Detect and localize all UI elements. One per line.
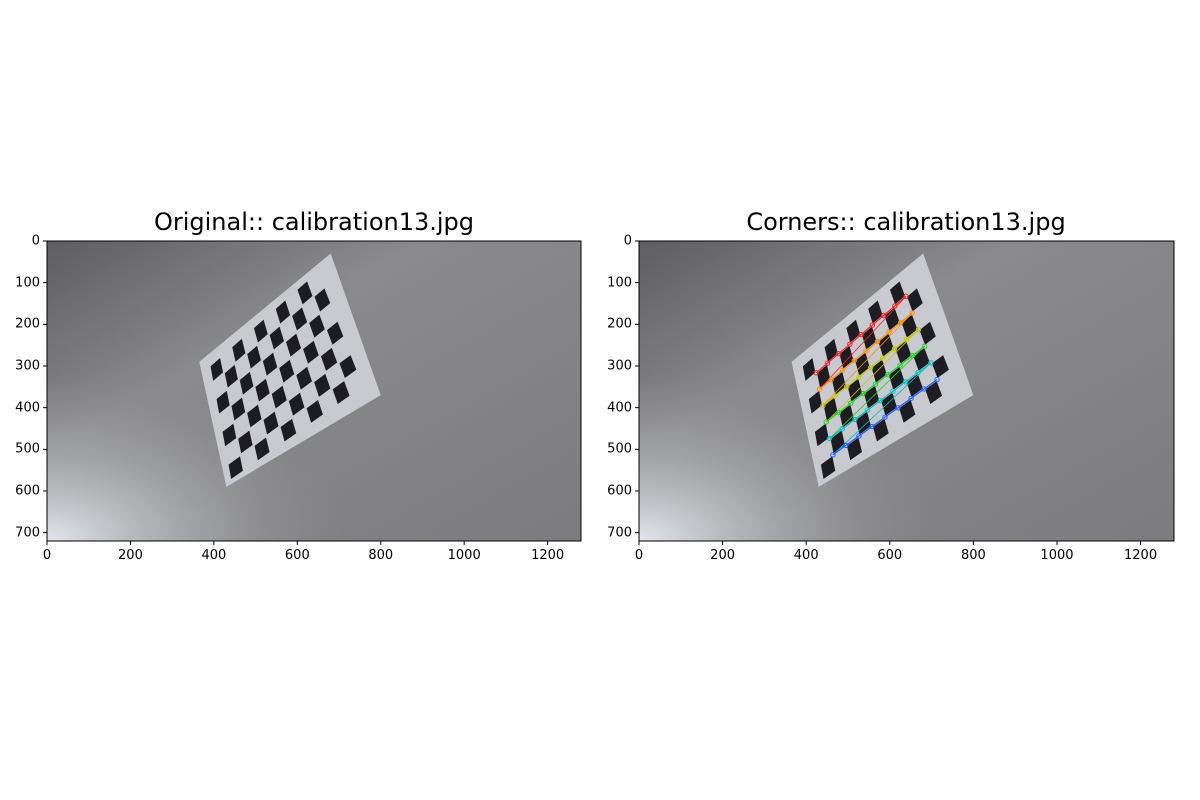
y-tick-label: 100 [607,275,632,290]
y-tick-label: 500 [607,442,632,457]
y-tick-label: 0 [624,234,632,249]
x-tick-label: 1000 [1040,548,1073,563]
x-tick-label: 1000 [448,548,481,563]
x-tick-label: 800 [961,548,986,563]
y-tick-label: 200 [15,317,40,332]
x-tick-label: 0 [43,548,51,563]
y-tick-label: 600 [607,484,632,499]
y-tick-label: 600 [15,484,40,499]
x-tick-label: 1200 [531,548,564,563]
x-tick-label: 600 [285,548,310,563]
x-tick-label: 800 [368,548,393,563]
y-tick-label: 0 [32,234,40,249]
photo-image [639,241,1174,541]
x-tick-label: 200 [118,548,143,563]
y-tick-label: 700 [607,525,632,540]
y-tick-label: 400 [15,400,40,415]
x-tick-label: 600 [877,548,902,563]
y-tick-label: 300 [607,359,632,374]
y-tick-label: 700 [15,525,40,540]
x-tick-label: 0 [635,548,643,563]
y-tick-label: 300 [15,359,40,374]
y-tick-label: 400 [607,400,632,415]
y-tick-label: 100 [15,275,40,290]
x-tick-label: 1200 [1124,548,1157,563]
y-tick-label: 500 [15,442,40,457]
x-tick-label: 400 [794,548,819,563]
x-tick-label: 200 [710,548,735,563]
y-tick-label: 200 [607,317,632,332]
x-tick-label: 400 [201,548,226,563]
